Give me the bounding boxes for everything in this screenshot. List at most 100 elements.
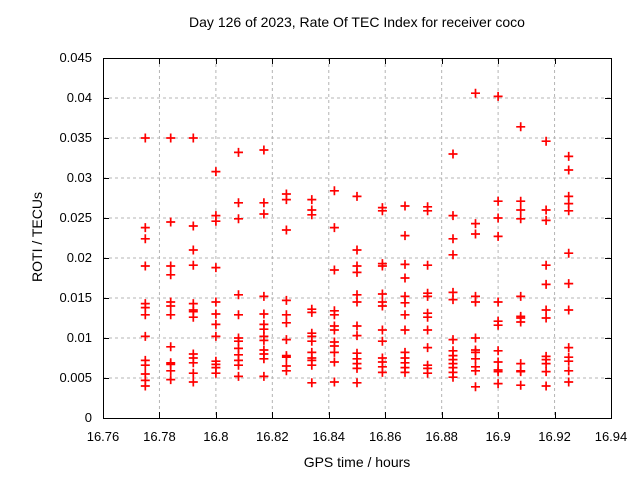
data-point [377,325,387,335]
data-point [329,310,339,320]
data-point [541,367,551,377]
x-tick-label: 16.78 [143,429,176,444]
data-point [281,335,291,345]
data-point [281,195,291,205]
data-point [493,196,503,206]
data-point [211,309,221,319]
data-point [307,378,317,388]
data-point [307,210,317,220]
data-point [516,122,526,132]
data-point [329,377,339,387]
x-tick-label: 16.86 [368,429,402,444]
data-points [140,88,574,392]
data-point [281,366,291,376]
data-point [352,267,362,277]
y-tick-label: 0.015 [59,290,92,305]
data-point [352,378,362,388]
data-point [281,352,291,362]
data-point [423,368,433,378]
data-point [564,206,574,216]
data-point [329,357,339,367]
data-point [471,297,480,307]
data-point [541,359,551,369]
data-point [423,312,433,322]
data-point [564,279,574,289]
data-point [329,265,339,275]
data-point [541,305,551,315]
data-point [448,335,458,345]
data-point [400,273,410,283]
data-point [281,295,291,305]
data-point [140,133,150,143]
data-point [377,206,387,216]
data-point [281,310,291,320]
data-point [423,325,433,335]
data-point [377,336,387,346]
data-point [307,360,317,370]
data-point [564,366,574,376]
data-point [329,347,339,357]
data-point [400,367,410,377]
data-point [471,229,480,239]
chart-title: Day 126 of 2023, Rate Of TEC Index for r… [189,14,525,30]
data-point [541,279,551,289]
data-point [377,289,387,299]
data-point [471,88,480,98]
data-point [564,165,574,175]
data-point [329,186,339,196]
data-point [259,309,269,319]
data-point [211,297,221,307]
y-tick-label: 0.005 [59,370,92,385]
data-point [516,367,526,377]
data-point [259,198,269,208]
data-point [516,214,526,224]
data-point [234,198,243,208]
y-tick-label: 0.04 [66,90,92,105]
data-point [188,260,198,270]
data-point [352,191,362,201]
data-point [493,213,503,223]
data-point [188,358,198,368]
data-point [448,372,458,382]
data-point [166,261,176,271]
y-tick-label: 0.03 [66,170,92,185]
data-point [259,354,269,364]
data-point [541,215,551,225]
data-point [423,291,433,301]
data-point [541,381,551,391]
data-point [234,371,243,381]
data-point [541,313,551,323]
data-point [493,346,503,356]
data-point [259,371,269,381]
data-point [211,167,221,177]
data-point [423,260,433,270]
data-point [140,261,150,271]
data-point [516,317,526,327]
data-point [400,201,410,211]
data-point [541,136,551,146]
data-point [541,260,551,270]
data-point [377,301,387,311]
data-point [234,360,243,370]
y-tick-label: 0.035 [59,130,92,145]
data-point [352,297,362,307]
data-point [188,377,198,387]
data-point [493,297,503,307]
data-point [352,245,362,255]
data-point [352,331,362,341]
data-point [564,248,574,258]
data-point [448,211,458,221]
data-point [564,343,574,353]
data-point [400,325,410,335]
data-point [259,209,269,219]
data-point [400,310,410,320]
data-point [516,380,526,390]
data-point [281,225,291,235]
data-point [140,331,150,341]
data-point [307,195,317,205]
data-point [281,318,291,328]
data-point [234,310,243,320]
y-tick-label: 0.045 [59,50,92,65]
y-tick-label: 0.02 [66,250,92,265]
